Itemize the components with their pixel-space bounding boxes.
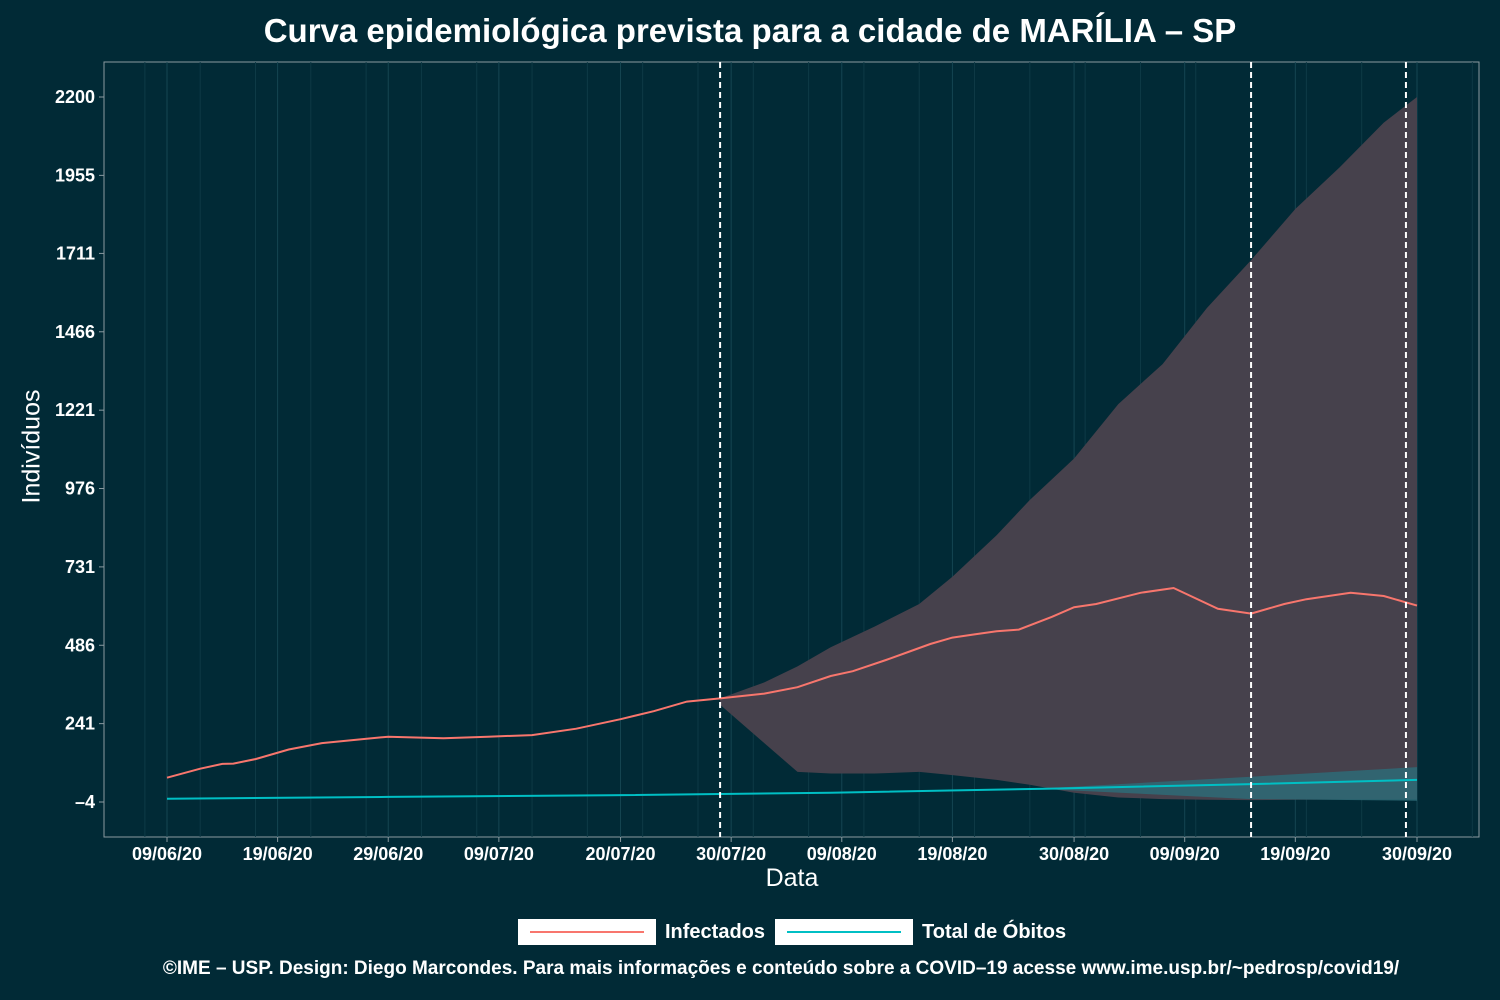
- chart-title: Curva epidemiológica prevista para a cid…: [263, 12, 1237, 49]
- series-line-infectados: [166, 586, 1418, 779]
- x-tick-label: 09/06/20: [132, 844, 202, 864]
- y-tick-label: 486: [65, 635, 95, 655]
- x-tick-label: 19/08/20: [917, 844, 987, 864]
- x-tick-label: 20/07/20: [586, 844, 656, 864]
- confidence-band-infectados: [720, 97, 1417, 801]
- x-tick-label: 29/06/20: [353, 844, 423, 864]
- y-axis-label: Indivíduos: [17, 389, 46, 504]
- y-tick-label: 1955: [55, 165, 95, 185]
- y-tick-label: –4: [75, 792, 95, 812]
- footer-credit: ©IME – USP. Design: Diego Marcondes. Par…: [162, 958, 1400, 979]
- y-tick-label: 2200: [55, 87, 95, 107]
- y-tick-label: 1221: [55, 400, 95, 420]
- x-tick-label: 09/07/20: [464, 844, 534, 864]
- x-axis-ticks: 09/06/20 19/06/20 29/06/20 09/07/20 20/07/20…: [132, 837, 1452, 864]
- y-tick-label: 731: [65, 557, 95, 577]
- vertical-reference-lines: [719, 62, 1407, 837]
- legend-label-infectados: Infectados: [665, 920, 766, 943]
- y-axis-ticks: –4 241 486 731 976 1221 1466 1711 1955 2200: [55, 87, 104, 812]
- x-axis-label: Data: [765, 864, 819, 892]
- x-tick-label: 09/08/20: [807, 844, 877, 864]
- legend-label-obitos: Total de Óbitos: [922, 920, 1067, 943]
- x-tick-label: 19/09/20: [1260, 844, 1330, 864]
- y-tick-label: 976: [65, 479, 95, 499]
- x-tick-label: 30/07/20: [696, 844, 766, 864]
- legend: Infectados Total de Óbitos: [518, 918, 1076, 946]
- y-tick-label: 1466: [55, 322, 95, 342]
- x-tick-label: 30/08/20: [1039, 844, 1109, 864]
- x-tick-label: 09/09/20: [1150, 844, 1220, 864]
- y-tick-label: 1711: [56, 243, 95, 263]
- grid-lines: [144, 62, 1473, 837]
- x-tick-label: 30/09/20: [1382, 844, 1452, 864]
- x-tick-label: 19/06/20: [243, 844, 313, 864]
- legend-key-obitos: [775, 919, 914, 945]
- y-tick-label: 241: [65, 714, 95, 734]
- legend-key-infectados: [518, 919, 656, 945]
